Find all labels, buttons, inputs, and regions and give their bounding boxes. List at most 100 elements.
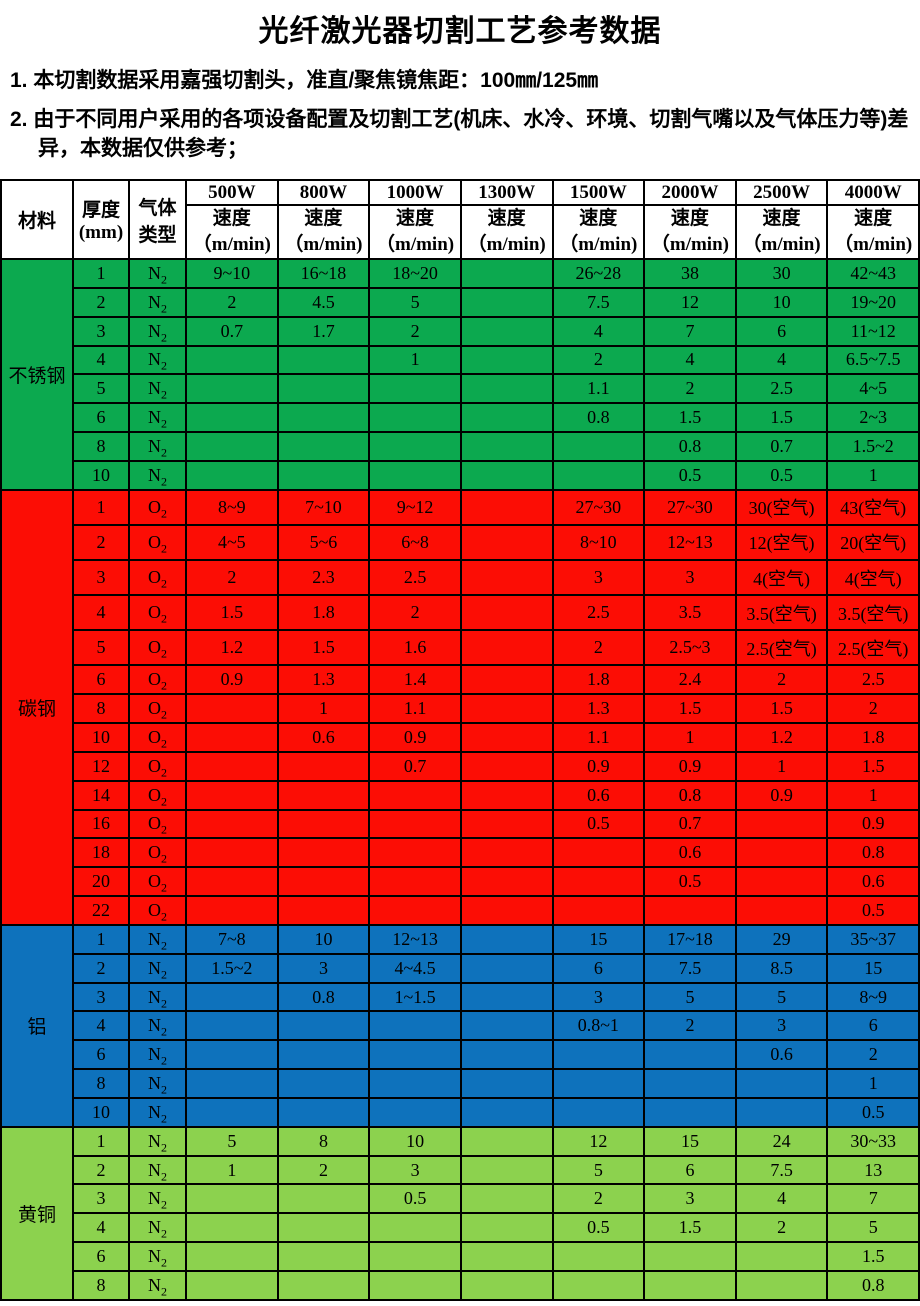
table-row: 3 O2 2 2.3 2.5 3 3 4(空气) 4(空气) [1, 558, 920, 597]
power-header: 1300W [459, 179, 554, 206]
thickness-cell: 4 [72, 344, 130, 376]
speed-cell [734, 1270, 829, 1301]
speed-cell: 0.7 [185, 315, 279, 347]
speed-cell [368, 779, 462, 811]
speed-cell: 5 [185, 1125, 279, 1157]
thickness-cell: 6 [72, 1039, 130, 1071]
table-row: 4 O2 1.5 1.8 2 2.5 3.5 3.5(空气) 3.5(空气) [1, 594, 920, 632]
speed-cell: 1.5 [643, 1212, 737, 1244]
speed-cell: 20(空气) [826, 523, 920, 561]
power-header: 1500W [551, 179, 646, 206]
speed-cell: 1.5 [185, 594, 279, 632]
speed-header: 速度 （m/min) [368, 204, 462, 260]
speed-cell: 1 [826, 459, 920, 491]
speed-cell: 4 [551, 315, 646, 347]
speed-cell [551, 1068, 646, 1099]
speed-cell: 1 [826, 1068, 920, 1099]
speed-cell [459, 286, 554, 318]
speed-cell [368, 1241, 462, 1273]
speed-cell: 4~5 [826, 373, 920, 405]
speed-cell: 8~10 [551, 523, 646, 561]
speed-cell: 1.2 [734, 721, 829, 753]
thickness-cell: 4 [72, 1010, 130, 1042]
speed-cell: 16~18 [276, 258, 371, 289]
gas-cell: O2 [128, 837, 187, 869]
speed-cell: 6 [826, 1010, 920, 1042]
speed-cell [643, 895, 737, 926]
speed-cell: 43(空气) [826, 488, 920, 526]
gas-cell: N2 [128, 459, 187, 491]
speed-cell: 2.4 [643, 664, 737, 696]
speed-cell: 3 [734, 1010, 829, 1042]
speed-cell: 2 [734, 1212, 829, 1244]
thickness-cell: 10 [72, 721, 130, 753]
speed-header: 速度 （m/min) [276, 204, 371, 260]
speed-cell [185, 459, 279, 491]
speed-cell [185, 721, 279, 753]
speed-cell: 7~8 [185, 923, 279, 955]
table-row: 3 N2 0.8 1~1.5 3 5 5 8~9 [1, 981, 920, 1013]
speed-cell: 1.3 [276, 664, 371, 696]
speed-cell [368, 1068, 462, 1099]
speed-cell [551, 1039, 646, 1071]
speed-cell: 7~10 [276, 488, 371, 526]
speed-cell: 2 [826, 1039, 920, 1071]
speed-cell: 2 [826, 693, 920, 724]
thickness-cell: 1 [72, 923, 130, 955]
thickness-cell: 8 [72, 1270, 130, 1301]
thickness-cell: 20 [72, 866, 130, 898]
speed-cell: 0.7 [734, 431, 829, 462]
gas-cell: N2 [128, 1039, 187, 1071]
speed-cell: 3 [368, 1154, 462, 1186]
table-row: 16 O2 0.5 0.7 0.9 [1, 808, 920, 840]
speed-cell [368, 1096, 462, 1128]
speed-cell: 4(空气) [826, 558, 920, 597]
speed-cell: 0.8 [276, 981, 371, 1013]
speed-cell: 6.5~7.5 [826, 344, 920, 376]
speed-cell [368, 1270, 462, 1301]
thickness-cell: 22 [72, 895, 130, 926]
speed-cell [276, 895, 371, 926]
table-row: 黄铜 1 N2 5 8 10 12 15 24 30~33 [0, 1125, 920, 1302]
speed-cell: 13 [826, 1154, 920, 1186]
speed-cell [459, 1212, 554, 1244]
gas-cell: N2 [128, 431, 187, 462]
table-row: 18 O2 0.6 0.8 [1, 837, 920, 869]
speed-cell [734, 837, 829, 869]
speed-cell: 2.3 [276, 558, 371, 597]
material-cell: 铝 [0, 923, 74, 1128]
speed-cell [643, 1068, 737, 1099]
header-row-speed: 速度 （m/min) 速度 （m/min) 速度 （m/min) 速度 （m/min)… [1, 204, 920, 260]
speed-cell: 1.5 [734, 402, 829, 434]
thickness-cell: 2 [72, 523, 130, 561]
speed-cell: 1.5 [276, 629, 371, 667]
speed-cell [185, 866, 279, 898]
speed-cell [276, 866, 371, 898]
speed-cell: 0.8 [643, 779, 737, 811]
speed-cell: 0.9 [368, 721, 462, 753]
speed-cell [551, 1096, 646, 1128]
speed-cell [459, 1183, 554, 1215]
speed-cell: 0.5 [551, 1212, 646, 1244]
speed-cell [368, 1039, 462, 1071]
thickness-cell: 3 [72, 558, 130, 597]
table-row: 8 N2 0.8 [1, 1270, 920, 1301]
speed-cell [459, 779, 554, 811]
thickness-cell: 8 [72, 693, 130, 724]
gas-cell: N2 [128, 1125, 187, 1157]
speed-cell [276, 837, 371, 869]
speed-cell [551, 1241, 646, 1273]
speed-header: 速度 （m/min) [826, 204, 920, 260]
table-row: 14 O2 0.6 0.8 0.9 1 [1, 779, 920, 811]
gas-cell: O2 [128, 808, 187, 840]
speed-cell: 1.5 [826, 750, 920, 782]
speed-cell [643, 1039, 737, 1071]
speed-cell [185, 895, 279, 926]
speed-cell: 2 [551, 1183, 646, 1215]
speed-cell: 1.5 [643, 693, 737, 724]
speed-cell: 19~20 [826, 286, 920, 318]
speed-cell: 27~30 [643, 488, 737, 526]
speed-cell: 5~6 [276, 523, 371, 561]
speed-cell [459, 1241, 554, 1273]
speed-cell [551, 837, 646, 869]
